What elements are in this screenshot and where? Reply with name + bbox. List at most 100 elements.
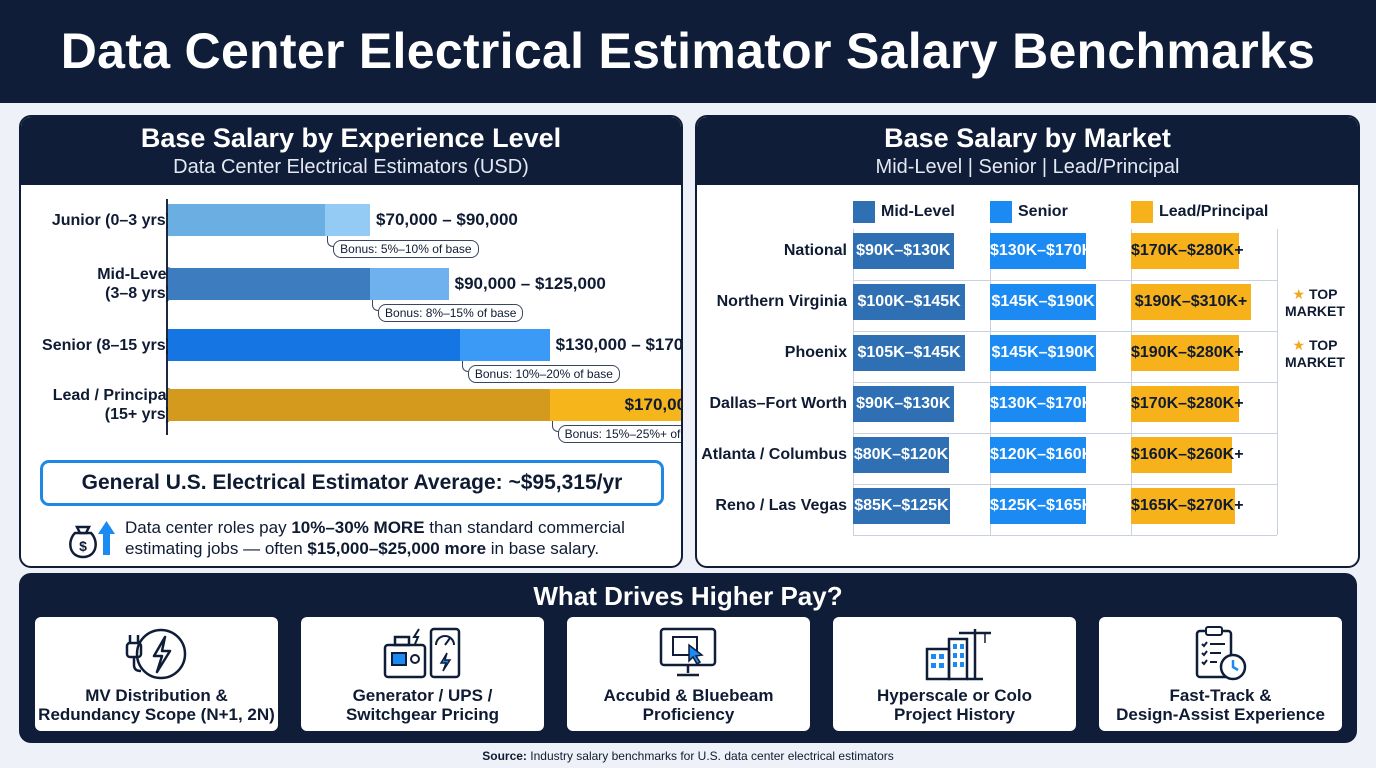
bonus-label: Bonus: 10%–20% of base [467, 365, 620, 383]
market-label: Reno / Las Vegas [715, 497, 847, 514]
source-text: Industry salary benchmarks for U.S. data… [526, 749, 894, 763]
y-axis-line [166, 199, 168, 435]
experience-chart-title: Base Salary by Experience Level [140, 123, 562, 153]
driver-line: Fast-Track & [1169, 686, 1272, 705]
pay-premium-note: Data center roles pay 10%–30% MORE than … [125, 517, 665, 559]
driver-line: Design-Assist Experience [1116, 705, 1325, 724]
category-label-line: (3–8 yrs) [105, 285, 171, 302]
page-title: Data Center Electrical Estimator Salary … [60, 23, 1316, 79]
salary-cell: $85K–$125K [853, 488, 950, 524]
salary-cell: $90K–$130K [853, 386, 954, 422]
salary-cell: $120K–$160K [990, 437, 1093, 473]
range-label: $130,000 – $170,000 [555, 335, 683, 354]
driver-line: Redundancy Scope (N+1, 2N) [38, 705, 275, 724]
salary-cell: $130K–$170K [990, 386, 1093, 422]
market-label: Atlanta / Columbus [701, 446, 847, 463]
legend-item: Mid-Level [853, 201, 955, 223]
top-market-line: TOP [1308, 286, 1338, 302]
bar-range-segment [549, 389, 681, 421]
bar-range-segment [459, 329, 550, 361]
legend-label: Lead/Principal [1159, 203, 1269, 220]
range-label: $70,000 – $90,000 [376, 210, 518, 229]
category-label-line: Lead / Principal [52, 387, 171, 404]
source-label: Source: [482, 749, 527, 763]
salary-cell: $130K–$170K [990, 233, 1093, 269]
note-bold-1: 10%–30% MORE [291, 518, 425, 537]
drivers-panel: What Drives Higher Pay? MV Distribution … [19, 573, 1357, 743]
driver-label: MV Distribution & Redundancy Scope (N+1, … [35, 686, 278, 724]
category-label: Senior (8–15 yrs) [21, 336, 171, 355]
driver-card-mv-distribution: MV Distribution & Redundancy Scope (N+1, … [35, 617, 278, 731]
monitor-cursor-icon [659, 627, 717, 677]
top-market-line: TOP [1308, 337, 1338, 353]
salary-cell: $145K–$190K [990, 284, 1097, 320]
salary-cell: $80K–$120K [853, 437, 949, 473]
driver-card-fast-track: Fast-Track & Design-Assist Experience [1099, 617, 1342, 731]
bonus-connector [461, 361, 473, 372]
grid-line-horizontal [853, 331, 1277, 332]
salary-cell: $90K–$130K [853, 233, 954, 269]
market-panel-header: Base Salary by Market Mid-Level | Senior… [697, 117, 1358, 185]
category-label-line: (15+ yrs) [104, 406, 171, 423]
bar-base-segment [168, 329, 460, 361]
category-label-line: Mid-Level [97, 266, 171, 283]
range-label: $90,000 – $125,000 [454, 274, 606, 293]
driver-line: Accubid & Bluebeam [603, 686, 774, 705]
salary-cell: $160K–$260K+ [1131, 437, 1244, 473]
salary-cell: $100K–$145K [853, 284, 966, 320]
plug-bolt-icon [125, 628, 187, 680]
salary-cell: $190K–$310K+ [1131, 284, 1251, 320]
category-label-line: Senior (8–15 yrs) [42, 336, 171, 354]
category-label-line: Junior (0–3 yrs) [51, 211, 171, 229]
driver-line: Project History [894, 705, 1015, 724]
drivers-title: What Drives Higher Pay? [533, 581, 843, 611]
category-label: Junior (0–3 yrs) [21, 211, 171, 230]
top-market-line: MARKET [1285, 303, 1345, 319]
legend-swatch [990, 201, 1012, 223]
average-salary-box: General U.S. Electrical Estimator Averag… [40, 460, 664, 506]
bar-range-segment [370, 268, 449, 300]
driver-card-accubid: Accubid & Bluebeam Proficiency [567, 617, 810, 731]
driver-card-hyperscale: Hyperscale or Colo Project History [833, 617, 1076, 731]
market-table-subtitle: Mid-Level | Senior | Lead/Principal [875, 156, 1180, 178]
salary-cell: $190K–$280K+ [1131, 335, 1244, 371]
driver-line: Switchgear Pricing [345, 705, 500, 724]
grid-line-vertical [1277, 229, 1278, 535]
legend-swatch [853, 201, 875, 223]
market-label: Dallas–Fort Worth [709, 395, 848, 412]
note-text-1: Data center roles pay [125, 518, 292, 537]
legend-item: Lead/Principal [1131, 201, 1268, 223]
bonus-label: Bonus: 8%–15% of base [378, 304, 524, 322]
market-table-title: Base Salary by Market [884, 123, 1171, 153]
category-label: Lead / Principal (15+ yrs) [21, 386, 171, 424]
driver-label: Hyperscale or Colo Project History [833, 686, 1076, 724]
grid-line-horizontal [853, 433, 1277, 434]
market-label: Phoenix [784, 344, 847, 361]
driver-card-generator: Generator / UPS / Switchgear Pricing [301, 617, 544, 731]
legend-label: Senior [1018, 203, 1068, 220]
top-market-badge: ★ TOP MARKET [1280, 337, 1350, 371]
salary-cell: $170K–$280K+ [1131, 233, 1244, 269]
bonus-connector [551, 421, 563, 432]
grid-line-horizontal [853, 382, 1277, 383]
note-text-3: in base salary. [486, 539, 600, 558]
svg-text:$: $ [79, 538, 87, 554]
bar-base-segment [168, 268, 371, 300]
driver-line: Generator / UPS / [352, 686, 493, 705]
experience-panel: Base Salary by Experience Level Data Cen… [19, 115, 683, 568]
market-panel: Base Salary by Market Mid-Level | Senior… [695, 115, 1360, 568]
money-bag-icon: $ [69, 521, 115, 559]
note-bold-2: $15,000–$25,000 more [307, 539, 487, 558]
driver-label: Fast-Track & Design-Assist Experience [1099, 686, 1342, 724]
bar-base-segment [168, 204, 326, 236]
driver-line: Proficiency [642, 705, 735, 724]
driver-label: Generator / UPS / Switchgear Pricing [301, 686, 544, 724]
salary-cell: $170K–$280K+ [1131, 386, 1244, 422]
salary-cell: $165K–$270K+ [1131, 488, 1244, 524]
salary-cell: $145K–$190K [990, 335, 1097, 371]
clipboard-clock-icon [1195, 626, 1247, 681]
generator-panel-icon [383, 627, 461, 679]
bar-base-segment [168, 389, 550, 421]
source-note: Source: Industry salary benchmarks for U… [0, 749, 1376, 763]
bonus-label: Bonus: 15%–25%+ of base [557, 425, 681, 443]
